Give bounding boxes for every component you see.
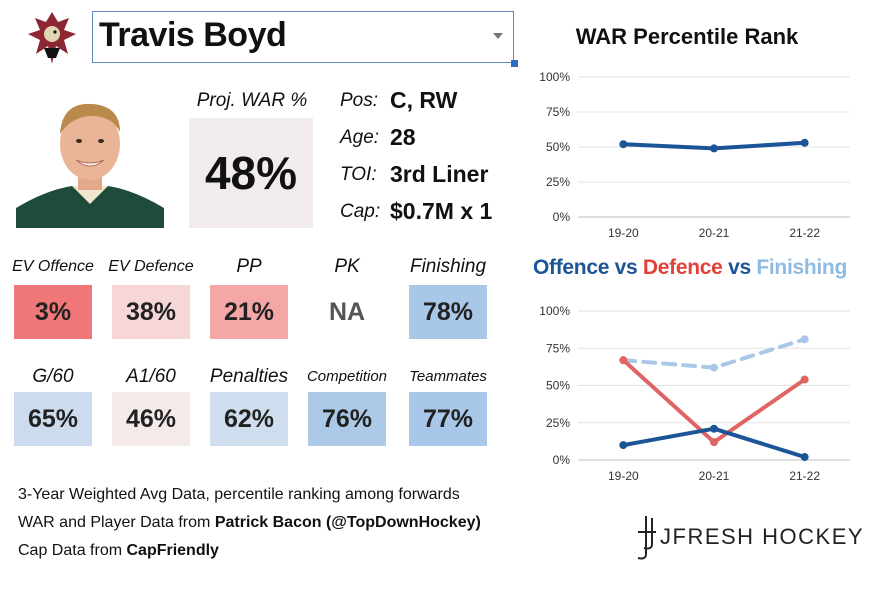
ovd-chart-series-2-point bbox=[710, 363, 718, 372]
stat-label-pp: PP bbox=[236, 256, 262, 277]
ovd-chart-series-0-point bbox=[710, 424, 718, 433]
brand-logo bbox=[626, 514, 856, 560]
stat-tile-finishing: 78% bbox=[409, 285, 487, 339]
pos-value: C, RW bbox=[390, 87, 458, 113]
player-headshot bbox=[16, 86, 164, 228]
stat-label-finishing: Finishing bbox=[409, 256, 487, 277]
footnote-line-2-prefix: WAR and Player Data from bbox=[18, 514, 215, 531]
war-chart-y-tick-label: 0% bbox=[553, 210, 571, 224]
toi-label: TOI: bbox=[340, 164, 377, 185]
stat-tile-a160: 46% bbox=[112, 392, 190, 446]
war-chart-series-0-point bbox=[800, 138, 809, 147]
age-label: Age: bbox=[340, 127, 380, 148]
war-percentile-chart: 0% 25% 50% 75% 100% 19-20 20-21 21-22 bbox=[539, 70, 850, 240]
title-vs-1: vs bbox=[609, 256, 643, 279]
ovd-chart-y-tick-label: 50% bbox=[546, 379, 570, 393]
stat-label-ev-defence: EV Defence bbox=[108, 258, 194, 275]
brand-name: JFRESH HOCKEY bbox=[660, 524, 865, 549]
stat-label-penalties: Penalties bbox=[209, 366, 289, 387]
stat-tile-pk: NA bbox=[308, 285, 386, 339]
jfresh-icon bbox=[637, 516, 656, 560]
cap-source: CapFriendly bbox=[126, 542, 219, 559]
cap-label: Cap: bbox=[340, 201, 381, 222]
stat-tile-competition: 76% bbox=[308, 392, 386, 446]
stat-tile-pp: 21% bbox=[210, 285, 288, 339]
war-chart-series-0-point bbox=[619, 140, 628, 149]
stat-tile-ev-offence: 3% bbox=[14, 285, 92, 339]
war-chart-y-tick-label: 75% bbox=[546, 105, 570, 119]
proj-war-value: 48% bbox=[204, 147, 298, 199]
footnote-line-1: 3-Year Weighted Avg Data, percentile ran… bbox=[18, 486, 460, 503]
stat-label-a160: A1/60 bbox=[126, 366, 176, 387]
footnote-line-2: WAR and Player Data from Patrick Bacon (… bbox=[18, 514, 481, 532]
stat-label-teammates: Teammates bbox=[409, 368, 487, 385]
war-chart-series-0-point bbox=[710, 144, 718, 153]
war-source: Patrick Bacon (@TopDownHockey) bbox=[214, 514, 481, 531]
stat-tile-penalties: 62% bbox=[210, 392, 288, 446]
ovd-chart-x-tick-label: 21-22 bbox=[789, 469, 820, 483]
stat-tile-teammates: 77% bbox=[409, 392, 487, 446]
player-name: Travis Boyd bbox=[99, 16, 287, 54]
team-logo bbox=[22, 8, 82, 68]
ovd-chart-series-2-line bbox=[621, 337, 807, 370]
war-chart-y-tick-label: 25% bbox=[546, 175, 570, 189]
age-value: 28 bbox=[390, 124, 416, 150]
stat-label-ev-offence: EV Offence bbox=[12, 258, 94, 275]
pos-label: Pos: bbox=[340, 90, 379, 111]
stat-label-competition: Competition bbox=[306, 368, 388, 385]
toi-value: 3rd Liner bbox=[390, 161, 489, 187]
stat-label-g60: G/60 bbox=[32, 366, 74, 387]
war-chart-x-tick-label: 20-21 bbox=[699, 226, 730, 240]
ovd-chart-series-0-point bbox=[619, 441, 628, 450]
title-finishing: Finishing bbox=[756, 256, 847, 279]
ovd-chart-series-2-point bbox=[800, 335, 809, 344]
ovd-chart-title: Offence vs Defence vs Finishing bbox=[520, 256, 860, 280]
resize-handle[interactable] bbox=[511, 60, 518, 67]
war-chart-x-tick-label: 21-22 bbox=[789, 226, 820, 240]
ovd-chart-x-tick-label: 19-20 bbox=[608, 469, 639, 483]
ovd-chart-series-1-point bbox=[800, 375, 809, 384]
cap-value: $0.7M x 1 bbox=[390, 198, 493, 224]
title-vs-2: vs bbox=[722, 256, 757, 279]
stat-tile-ev-defence: 38% bbox=[112, 285, 190, 339]
ovd-chart-series-0-point bbox=[800, 453, 809, 462]
footnote-line-3: Cap Data from CapFriendly bbox=[18, 542, 219, 560]
ovd-chart-y-tick-label: 75% bbox=[546, 341, 570, 355]
war-chart-x-tick-label: 19-20 bbox=[608, 226, 639, 240]
footnote-line-3-prefix: Cap Data from bbox=[18, 542, 127, 559]
proj-war-tile bbox=[189, 118, 313, 228]
ovd-chart-series-1-point bbox=[710, 438, 718, 447]
war-chart-y-tick-label: 100% bbox=[539, 70, 570, 84]
proj-war-label: Proj. WAR % bbox=[196, 90, 308, 111]
war-chart-y-tick-label: 50% bbox=[546, 140, 570, 154]
stat-label-pk: PK bbox=[334, 256, 360, 277]
ovd-chart-y-tick-label: 0% bbox=[553, 453, 571, 467]
ovd-chart-y-tick-label: 100% bbox=[539, 304, 570, 318]
chevron-down-icon[interactable] bbox=[493, 33, 503, 39]
offence-defence-finishing-chart: 0% 25% 50% 75% 100% 19-20 20-21 21-22 bbox=[539, 304, 850, 483]
ovd-chart-x-tick-label: 20-21 bbox=[699, 469, 730, 483]
ovd-chart-series-1-point bbox=[619, 356, 628, 365]
stat-tile-g60: 65% bbox=[14, 392, 92, 446]
title-offence: Offence bbox=[533, 256, 610, 279]
player-select[interactable]: Travis Boyd bbox=[92, 11, 518, 67]
war-chart-title: WAR Percentile Rank bbox=[575, 24, 799, 49]
ovd-chart-y-tick-label: 25% bbox=[546, 416, 570, 430]
title-defence: Defence bbox=[642, 256, 723, 279]
